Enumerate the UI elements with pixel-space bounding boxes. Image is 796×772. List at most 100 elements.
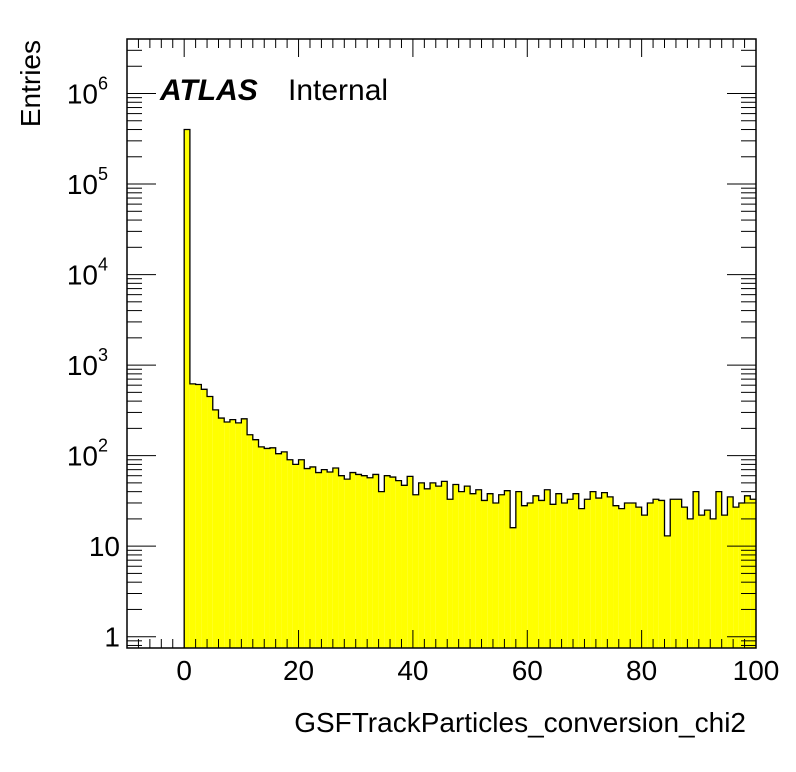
y-tick-label: 1 (104, 622, 120, 653)
y-tick-label: 102 (67, 436, 108, 472)
histogram-bin (538, 500, 545, 648)
histogram-bin (212, 409, 219, 648)
y-tick-label: 105 (67, 164, 108, 200)
histogram-bin (407, 476, 413, 648)
histogram-bin (578, 508, 585, 648)
histogram-bin (184, 129, 190, 649)
x-tick-labels: 0 20 40 60 80 100 (176, 655, 779, 686)
histogram-bin (687, 518, 694, 648)
histogram-bin (607, 496, 614, 648)
histogram-outline (183, 128, 756, 648)
histogram-bin (367, 477, 373, 648)
histogram-bin (447, 499, 453, 648)
histogram-bin (475, 489, 482, 648)
histogram-bin (498, 494, 505, 648)
y-tick-label: 104 (67, 255, 108, 291)
histogram-bin (309, 466, 316, 648)
histogram-bin (664, 535, 671, 648)
y-tick-label: 10 (89, 531, 120, 562)
y-axis-label: Entries (15, 40, 46, 127)
histogram-bin (641, 515, 648, 648)
histogram-bin (573, 493, 579, 648)
histogram-bin (281, 451, 288, 648)
histogram-bin (315, 472, 322, 648)
histogram-bin (738, 502, 745, 648)
histogram-bin (412, 494, 419, 648)
histogram-bin (487, 493, 493, 648)
histogram-bin (715, 491, 722, 648)
histogram-bin (544, 489, 551, 648)
histogram-bin (424, 488, 431, 648)
histogram-bin (355, 474, 362, 648)
histogram-bin (521, 505, 528, 648)
histogram-bin (567, 499, 574, 648)
histogram-bin (287, 459, 293, 648)
atlas-label: ATLAS (159, 74, 258, 107)
x-tick-label: 40 (397, 655, 428, 686)
histogram-bin (601, 492, 608, 648)
histogram-bin (681, 507, 688, 648)
histogram-bin (555, 493, 562, 648)
histogram-bin (332, 468, 339, 648)
histogram-bin (401, 485, 408, 648)
histogram-bin (218, 418, 225, 648)
histogram-bin (481, 500, 488, 648)
histogram-bin (298, 459, 305, 648)
histogram-bin (201, 389, 208, 648)
histogram-bin (189, 383, 196, 648)
histogram-bin (698, 515, 705, 648)
histogram-bin (258, 446, 265, 648)
histogram-bin (693, 491, 699, 648)
histogram-bin (675, 499, 682, 648)
histogram-bin (275, 453, 282, 648)
histogram-bin (361, 475, 368, 648)
histogram-bin (430, 482, 436, 648)
histogram-bin (452, 484, 459, 648)
y-tick-label: 103 (67, 345, 108, 381)
histogram-bin (590, 491, 596, 648)
x-tick-label: 20 (283, 655, 314, 686)
histogram-bin (327, 471, 333, 648)
histogram-bin (635, 507, 642, 648)
histogram-bin (458, 491, 465, 648)
histogram-bin (630, 502, 636, 648)
histogram-bin (658, 500, 665, 648)
histogram-bin (229, 419, 236, 648)
histogram-bin (338, 475, 345, 648)
histogram-bin (584, 499, 591, 648)
histogram-bin (653, 499, 659, 648)
histogram-bin (515, 491, 522, 648)
y-tick-label: 106 (67, 74, 108, 110)
histogram-bin (195, 384, 202, 648)
histogram-bin (727, 496, 734, 648)
histogram-bin (624, 502, 631, 648)
histogram-bin (235, 422, 242, 648)
histogram-bin (744, 495, 751, 648)
histogram-bars (183, 128, 756, 649)
x-tick-label: 0 (176, 655, 192, 686)
histogram-bin (527, 502, 533, 648)
histogram-bin (224, 422, 230, 648)
histogram-bin (721, 515, 728, 648)
x-axis-label: GSFTrackParticles_conversion_chi2 (294, 707, 746, 738)
histogram-bin (418, 482, 425, 648)
histogram-bin (733, 507, 739, 648)
histogram-bin (247, 434, 253, 648)
histogram-bin (618, 508, 625, 648)
histogram-bin (292, 464, 299, 648)
histogram-bin (464, 486, 471, 648)
histogram-bin (384, 475, 391, 648)
plot-frame (126, 38, 757, 649)
histogram-bin (304, 468, 310, 648)
histogram-bin (350, 472, 356, 648)
histogram-bin (647, 502, 654, 648)
histogram-bin (710, 518, 716, 648)
y-tick-labels: 1 10 102 103 104 105 106 (67, 74, 120, 653)
atlas-status-label: Internal (288, 74, 388, 107)
histogram-bin (670, 499, 676, 648)
histogram-bin (372, 474, 379, 648)
histogram-bin (470, 493, 476, 648)
histogram-bin (561, 502, 568, 648)
x-tick-label: 100 (733, 655, 780, 686)
